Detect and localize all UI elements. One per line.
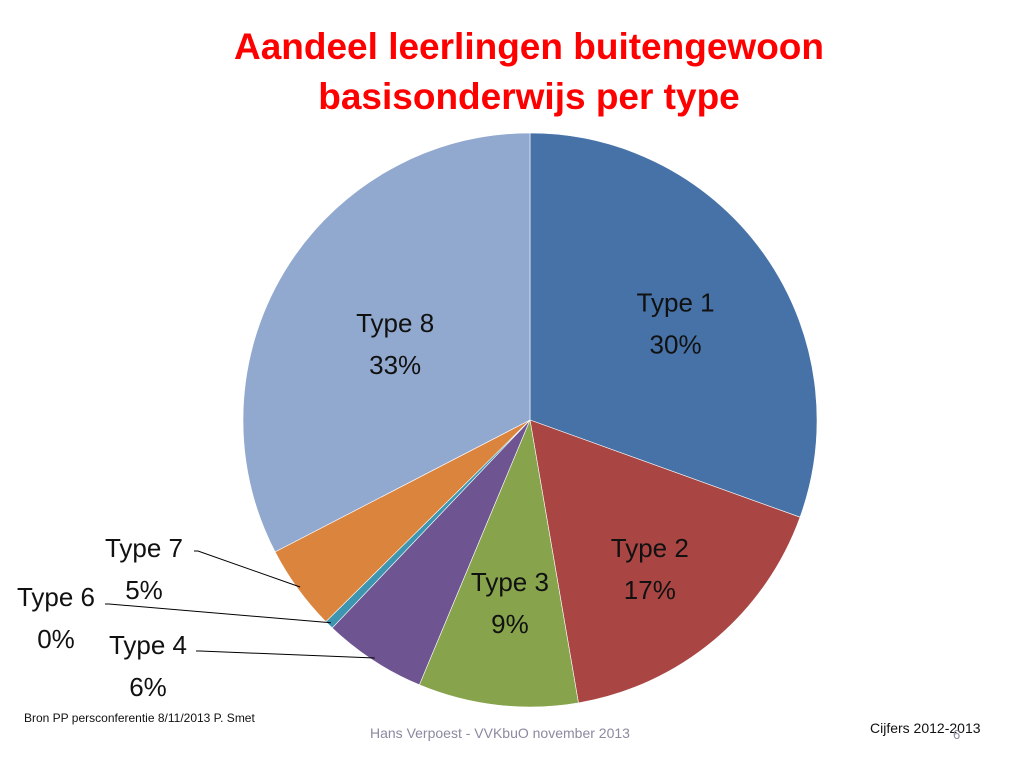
chart-title-line-1: Aandeel leerlingen buitengewoon [233, 26, 824, 67]
leader-lines [105, 550, 375, 659]
slide-number: 6 [953, 727, 961, 742]
slice-label-type-2: Type 2 [611, 533, 689, 563]
slice-percent-type-2: 17% [624, 575, 676, 605]
slice-percent-type-8: 33% [369, 350, 421, 380]
slice-label-type-6: Type 6 [17, 582, 95, 612]
leader-line-type-4 [196, 650, 375, 659]
slice-label-type-1: Type 1 [637, 288, 715, 318]
leader-line-type-7 [194, 550, 301, 588]
footer-period: Cijfers 2012-2013 [870, 720, 981, 736]
pie-slice-type-8 [242, 132, 531, 553]
slice-percent-type-1: 30% [650, 330, 702, 360]
source-note: Bron PP persconferentie 8/11/2013 P. Sme… [24, 711, 255, 725]
pie-slice-type-3 [418, 418, 579, 708]
slice-percent-type-4: 6% [129, 672, 167, 702]
slice-percent-type-6: 0% [37, 624, 75, 654]
slice-label-type-7: Type 7 [105, 533, 183, 563]
leader-line-type-6 [105, 603, 332, 624]
chart-title-line-2: basisonderwijs per type [318, 76, 740, 117]
slice-percent-type-3: 9% [491, 609, 529, 639]
slice-label-type-3: Type 3 [471, 567, 549, 597]
slice-label-type-4: Type 4 [109, 630, 187, 660]
slice-labels: Type 1 30% Type 2 17% Type 3 9% Type 4 6% Type 6… [17, 288, 715, 702]
pie-slice-type-1 [529, 132, 818, 518]
pie-slice-type-2 [529, 419, 801, 704]
slice-label-type-8: Type 8 [356, 308, 434, 338]
footer-presenter: Hans Verpoest - VVKbuO november 2013 [370, 725, 630, 741]
slice-percent-type-7: 5% [125, 575, 163, 605]
chart-title: Aandeel leerlingen buitengewoon basisond… [0, 22, 1024, 122]
pie-slices [242, 132, 818, 708]
